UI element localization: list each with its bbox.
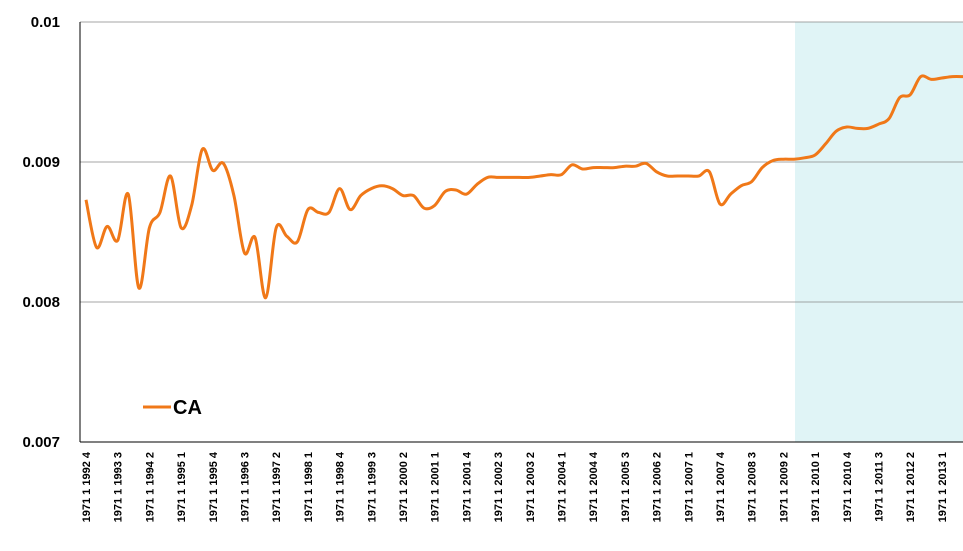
line	[84, 74, 963, 300]
x-tick-label: 1971 1 2005 3	[620, 452, 632, 522]
x-tick-label: 1971 1 2003 2	[525, 452, 537, 522]
y-tick-label: 0.01	[31, 14, 60, 31]
x-tick-label: 1971 1 1995 4	[208, 451, 220, 522]
x-tick-label: 1971 1 2004 1	[556, 452, 568, 522]
y-tick-label: 0.009	[22, 154, 60, 171]
x-tick-label: 1971 1 1998 1	[303, 452, 315, 522]
x-tick-label: 1971 1 2010 1	[810, 452, 822, 522]
x-tick-label: 1971 1 2007 4	[715, 451, 727, 522]
x-tick-label: 1971 1 2001 1	[430, 452, 442, 522]
x-tick-label: 1971 1 2001 4	[461, 451, 473, 522]
x-tick-label: 1971 1 1996 3	[239, 452, 251, 522]
y-tick-label: 0.008	[22, 294, 60, 311]
x-tick-label: 1971 1 1993 3	[113, 452, 125, 522]
x-tick-label: 1971 1 2011 3	[873, 452, 885, 522]
x-tick-label: 1971 1 2007 1	[683, 452, 695, 522]
y-tick-label: 0.007	[22, 434, 60, 451]
x-tick-label: 1971 1 1994 2	[144, 452, 156, 522]
x-tick-label: 1971 1 2010 4	[842, 451, 854, 522]
x-tick-label: 1971 1 2002 3	[493, 452, 505, 522]
x-tick-label: 1971 1 2000 2	[398, 452, 410, 522]
x-tick-label: 1971 1 2006 2	[652, 452, 664, 522]
x-tick-label: 1971 1 1998 4	[335, 451, 347, 522]
x-tick-label: 1971 1 1992 4	[81, 451, 93, 522]
shaded-region	[795, 22, 963, 442]
x-tick-label: 1971 1 2013 1	[937, 452, 949, 522]
x-tick-label: 1971 1 2008 3	[747, 452, 759, 522]
legend-label: CA	[173, 397, 202, 419]
x-tick-label: 1971 1 1995 1	[176, 452, 188, 522]
x-tick-label: 1971 1 1999 3	[366, 452, 378, 522]
x-tick-label: 1971 1 1997 2	[271, 452, 283, 522]
x-tick-label: 1971 1 2012 2	[905, 452, 917, 522]
x-tick-label: 1971 1 2004 4	[588, 451, 600, 522]
x-tick-label: 1971 1 2009 2	[778, 452, 790, 522]
